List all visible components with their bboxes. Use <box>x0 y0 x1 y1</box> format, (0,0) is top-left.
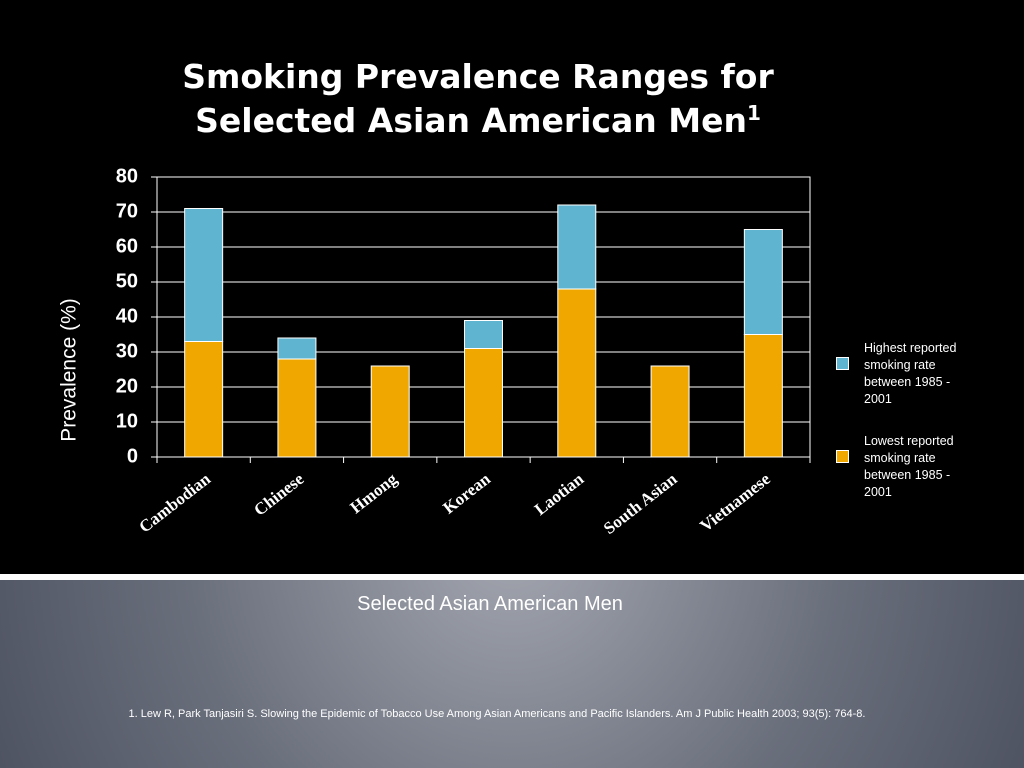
x-tick-label: Cambodian <box>135 469 214 537</box>
legend-swatch <box>836 357 849 370</box>
y-axis-title: Prevalence (%) <box>58 298 81 442</box>
x-tick-label: Chinese <box>250 469 307 520</box>
slide-header-band <box>0 0 1024 580</box>
x-axis-title: Selected Asian American Men <box>357 593 623 615</box>
y-tick-label: 80 <box>116 165 138 187</box>
legend-label: Lowest reported smoking rate between 198… <box>864 434 954 499</box>
legend-label: Highest reported smoking rate between 19… <box>864 341 957 406</box>
y-tick-label: 30 <box>116 340 138 362</box>
footnote: 1. Lew R, Park Tanjasiri S. Slowing the … <box>129 708 866 720</box>
bar-segment <box>184 341 224 458</box>
y-tick-label: 50 <box>116 270 138 292</box>
chart-title-line: Smoking Prevalence Ranges for Selected As… <box>182 57 774 140</box>
chart-title: Smoking Prevalence Ranges for Selected As… <box>182 57 774 140</box>
bar-segment <box>184 208 224 342</box>
y-tick-label: 70 <box>116 200 138 222</box>
bar-segment <box>370 365 410 458</box>
y-tick-label: 10 <box>116 410 138 432</box>
y-tick-label: 0 <box>127 445 138 467</box>
legend-swatch <box>836 450 849 463</box>
x-tick-label: Vietnamese <box>696 469 774 536</box>
y-tick-label: 40 <box>116 305 138 327</box>
bar-segment <box>743 334 783 458</box>
y-tick-label: 20 <box>116 375 138 397</box>
bar-segment <box>277 358 317 458</box>
x-tick-label: Laotian <box>531 469 588 519</box>
y-tick-label: 60 <box>116 235 138 257</box>
bar-segment <box>557 204 597 290</box>
x-tick-label: Korean <box>439 469 494 518</box>
bar-segment <box>650 365 690 458</box>
bar-segment <box>277 337 317 360</box>
title-superscript: 1 <box>747 101 761 125</box>
bar-segment <box>743 229 783 335</box>
x-tick-label: Hmong <box>347 469 402 517</box>
bar-segment <box>464 320 503 349</box>
bar-segment <box>557 288 597 458</box>
x-tick-label: South Asian <box>600 469 681 538</box>
bar-segment <box>464 348 503 458</box>
